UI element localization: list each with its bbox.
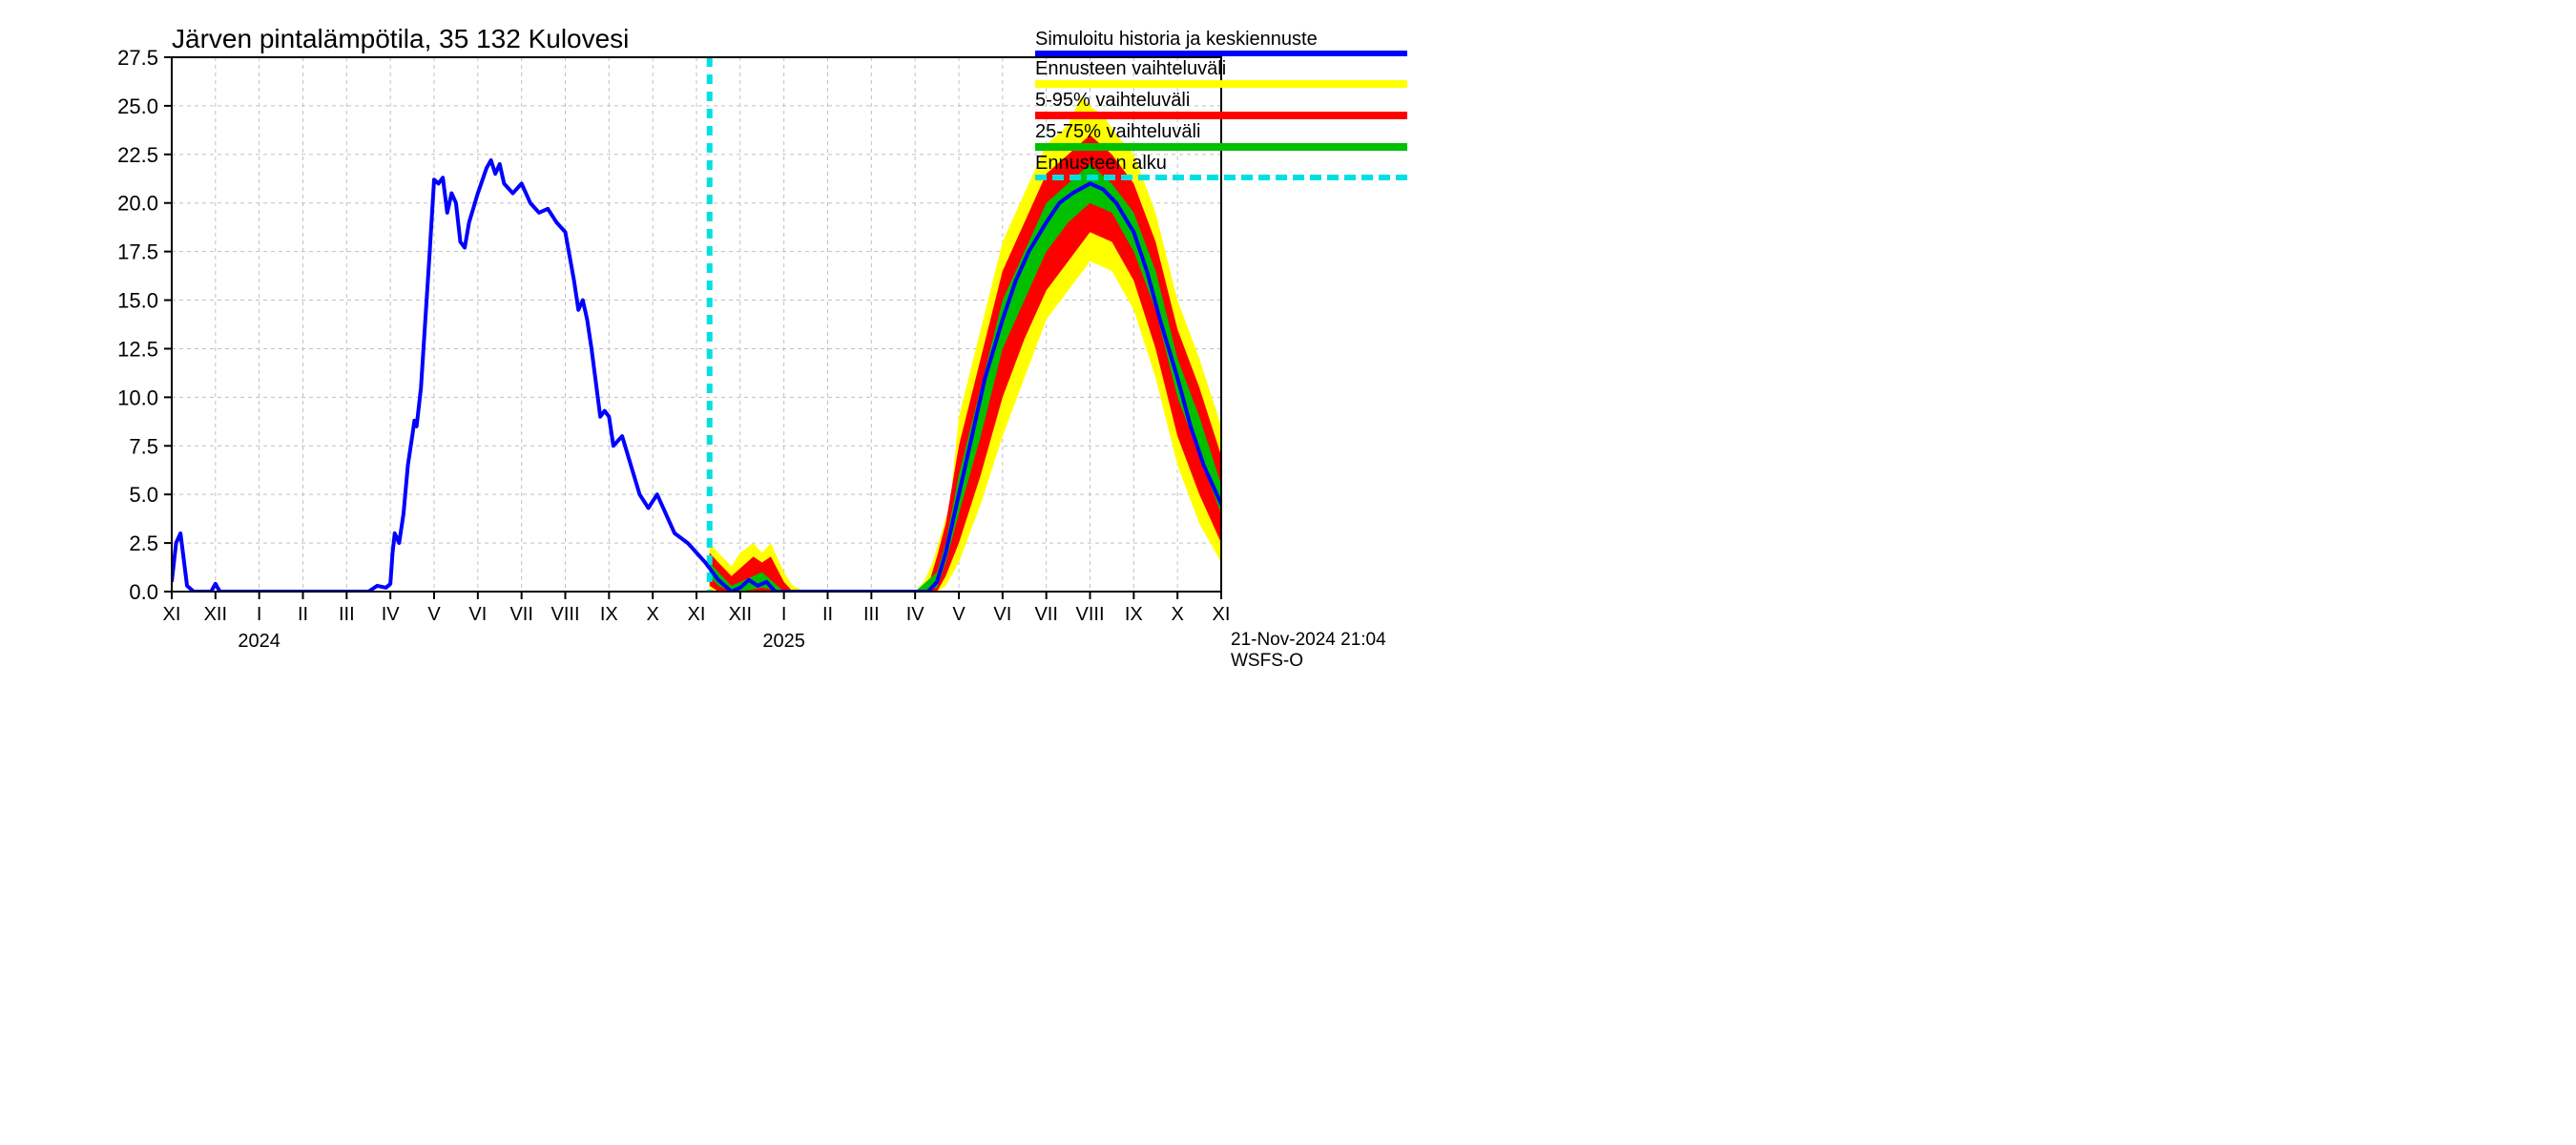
svg-text:VI: VI xyxy=(993,604,1011,625)
legend-swatch xyxy=(1035,51,1407,56)
svg-text:20.0: 20.0 xyxy=(117,192,158,216)
svg-text:XI: XI xyxy=(163,604,181,625)
chart-figure: Järven pintalämpötila, 35 132 Kulovesi J… xyxy=(0,0,1431,668)
svg-text:7.5: 7.5 xyxy=(129,434,158,458)
legend-item: 5-95% vaihteluväli xyxy=(1035,90,1407,119)
svg-text:IV: IV xyxy=(382,604,401,625)
svg-text:I: I xyxy=(781,604,787,625)
svg-text:III: III xyxy=(863,604,880,625)
svg-text:15.0: 15.0 xyxy=(117,289,158,313)
svg-text:VII: VII xyxy=(509,604,532,625)
svg-text:2.5: 2.5 xyxy=(129,531,158,555)
svg-text:IV: IV xyxy=(906,604,925,625)
footer-timestamp: 21-Nov-2024 21:04 WSFS-O xyxy=(1231,630,1431,672)
svg-text:VIII: VIII xyxy=(551,604,579,625)
legend-label: 25-75% vaihteluväli xyxy=(1035,121,1407,143)
svg-text:2025: 2025 xyxy=(762,631,805,652)
legend-swatch xyxy=(1035,80,1407,88)
svg-text:V: V xyxy=(427,604,441,625)
legend-label: Ennusteen alku xyxy=(1035,153,1407,175)
legend-swatch xyxy=(1035,175,1407,180)
svg-text:12.5: 12.5 xyxy=(117,337,158,361)
svg-text:XI: XI xyxy=(1213,604,1231,625)
svg-text:XII: XII xyxy=(204,604,227,625)
svg-text:VII: VII xyxy=(1034,604,1057,625)
svg-text:XI: XI xyxy=(688,604,706,625)
svg-text:X: X xyxy=(1171,604,1183,625)
svg-text:0.0: 0.0 xyxy=(129,580,158,604)
legend-item: Simuloitu historia ja keskiennuste xyxy=(1035,29,1407,56)
svg-text:5.0: 5.0 xyxy=(129,483,158,507)
legend-item: Ennusteen alku xyxy=(1035,153,1407,180)
legend-item: 25-75% vaihteluväli xyxy=(1035,121,1407,151)
svg-text:VI: VI xyxy=(468,604,487,625)
svg-text:VIII: VIII xyxy=(1075,604,1104,625)
svg-text:II: II xyxy=(822,604,833,625)
legend-label: 5-95% vaihteluväli xyxy=(1035,90,1407,112)
svg-text:IX: IX xyxy=(600,604,618,625)
legend-label: Simuloitu historia ja keskiennuste xyxy=(1035,29,1407,51)
svg-text:2024: 2024 xyxy=(238,631,280,652)
svg-text:22.5: 22.5 xyxy=(117,143,158,167)
legend-label: Ennusteen vaihteluväli xyxy=(1035,58,1407,80)
legend-swatch xyxy=(1035,112,1407,119)
svg-text:25.0: 25.0 xyxy=(117,94,158,118)
svg-text:V: V xyxy=(952,604,966,625)
legend-swatch xyxy=(1035,143,1407,151)
svg-text:I: I xyxy=(257,604,262,625)
legend: Simuloitu historia ja keskiennuste Ennust… xyxy=(1035,29,1407,182)
svg-text:27.5: 27.5 xyxy=(117,46,158,70)
svg-text:IX: IX xyxy=(1125,604,1143,625)
svg-text:X: X xyxy=(646,604,658,625)
svg-text:XII: XII xyxy=(729,604,752,625)
svg-text:II: II xyxy=(298,604,308,625)
legend-item: Ennusteen vaihteluväli xyxy=(1035,58,1407,88)
svg-text:10.0: 10.0 xyxy=(117,385,158,409)
svg-text:III: III xyxy=(339,604,355,625)
svg-text:17.5: 17.5 xyxy=(117,240,158,264)
